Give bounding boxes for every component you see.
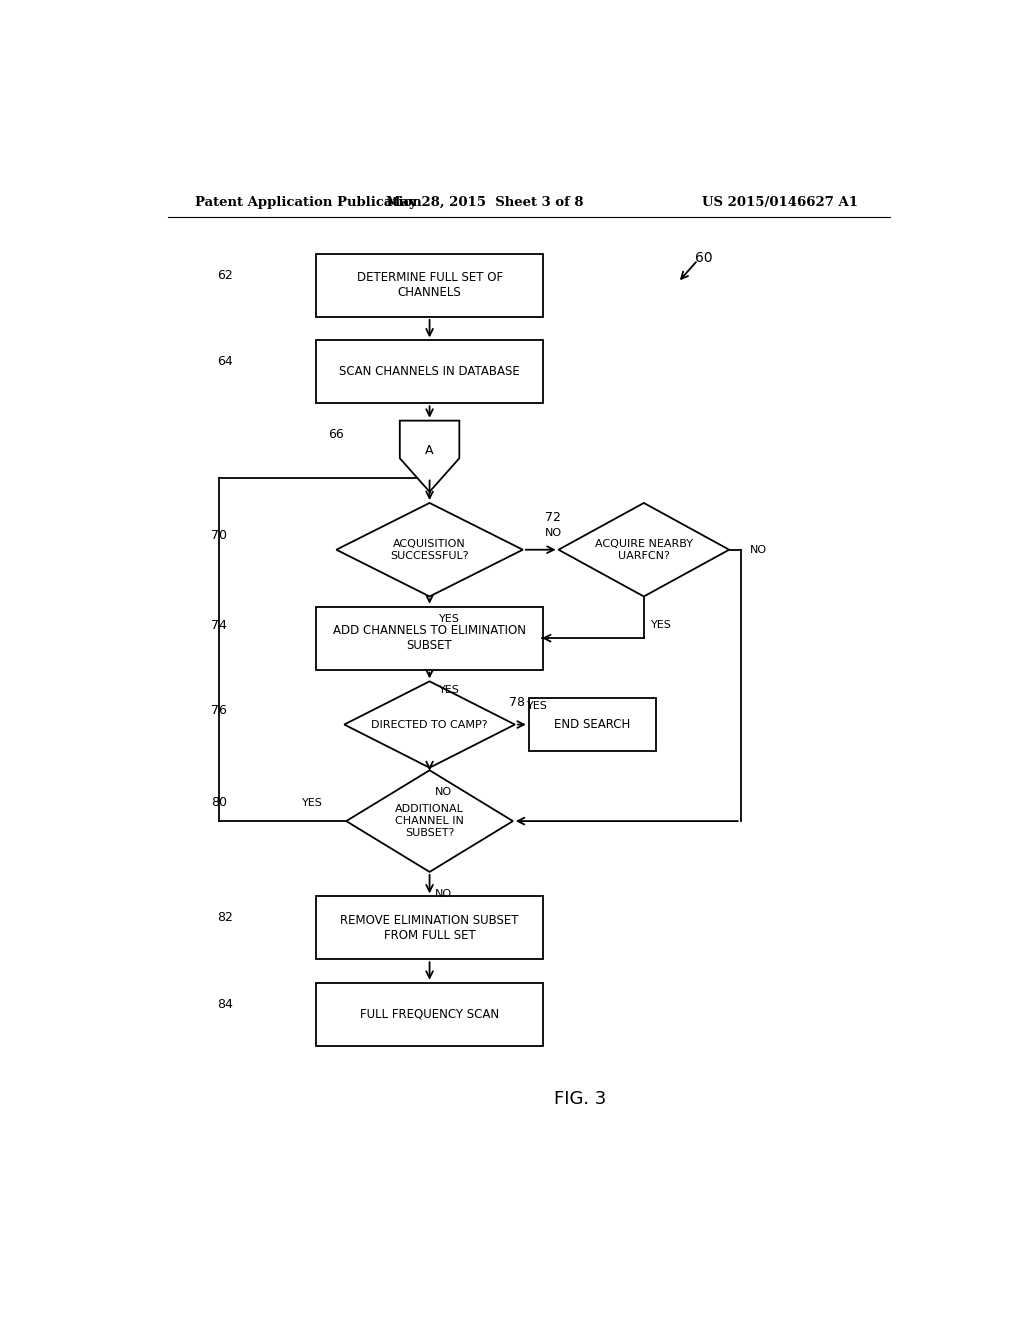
Polygon shape — [558, 503, 729, 597]
Text: YES: YES — [439, 685, 460, 694]
Text: ADDITIONAL
CHANNEL IN
SUBSET?: ADDITIONAL CHANNEL IN SUBSET? — [395, 804, 464, 838]
Text: YES: YES — [439, 614, 460, 624]
Text: May 28, 2015  Sheet 3 of 8: May 28, 2015 Sheet 3 of 8 — [386, 195, 584, 209]
Text: ADD CHANNELS TO ELIMINATION
SUBSET: ADD CHANNELS TO ELIMINATION SUBSET — [333, 624, 526, 652]
Text: DETERMINE FULL SET OF
CHANNELS: DETERMINE FULL SET OF CHANNELS — [356, 272, 503, 300]
Text: ACQUIRE NEARBY
UARFCN?: ACQUIRE NEARBY UARFCN? — [595, 539, 693, 561]
Text: 60: 60 — [695, 251, 713, 265]
Text: 82: 82 — [217, 911, 232, 924]
Text: 70: 70 — [211, 529, 227, 543]
Text: ACQUISITION
SUCCESSFUL?: ACQUISITION SUCCESSFUL? — [390, 539, 469, 561]
Text: 80: 80 — [211, 796, 227, 809]
Text: SCAN CHANNELS IN DATABASE: SCAN CHANNELS IN DATABASE — [339, 366, 520, 379]
Polygon shape — [399, 421, 460, 492]
Text: YES: YES — [526, 701, 548, 711]
Text: YES: YES — [651, 620, 672, 630]
Text: NO: NO — [435, 890, 453, 899]
Text: NO: NO — [435, 787, 453, 797]
Text: 64: 64 — [217, 355, 232, 368]
Text: NO: NO — [545, 528, 561, 539]
Text: 84: 84 — [217, 998, 232, 1011]
Polygon shape — [346, 771, 513, 873]
Text: 78: 78 — [509, 696, 525, 709]
FancyBboxPatch shape — [316, 341, 543, 404]
Text: NO: NO — [751, 545, 767, 554]
FancyBboxPatch shape — [316, 982, 543, 1045]
Text: 76: 76 — [211, 704, 227, 717]
Text: FULL FREQUENCY SCAN: FULL FREQUENCY SCAN — [360, 1007, 499, 1020]
Text: FIG. 3: FIG. 3 — [554, 1089, 606, 1107]
Text: REMOVE ELIMINATION SUBSET
FROM FULL SET: REMOVE ELIMINATION SUBSET FROM FULL SET — [340, 913, 519, 941]
Text: END SEARCH: END SEARCH — [554, 718, 631, 731]
Text: 66: 66 — [328, 429, 344, 441]
FancyBboxPatch shape — [316, 253, 543, 317]
FancyBboxPatch shape — [316, 896, 543, 960]
Text: A: A — [425, 444, 434, 457]
Text: DIRECTED TO CAMP?: DIRECTED TO CAMP? — [372, 719, 487, 730]
Text: YES: YES — [301, 797, 323, 808]
FancyBboxPatch shape — [316, 607, 543, 669]
Text: 62: 62 — [217, 269, 232, 281]
Text: US 2015/0146627 A1: US 2015/0146627 A1 — [702, 195, 858, 209]
FancyBboxPatch shape — [528, 697, 655, 751]
Text: Patent Application Publication: Patent Application Publication — [196, 195, 422, 209]
Text: 74: 74 — [211, 619, 227, 632]
Text: 72: 72 — [545, 511, 560, 524]
Polygon shape — [336, 503, 523, 597]
Polygon shape — [344, 681, 515, 768]
